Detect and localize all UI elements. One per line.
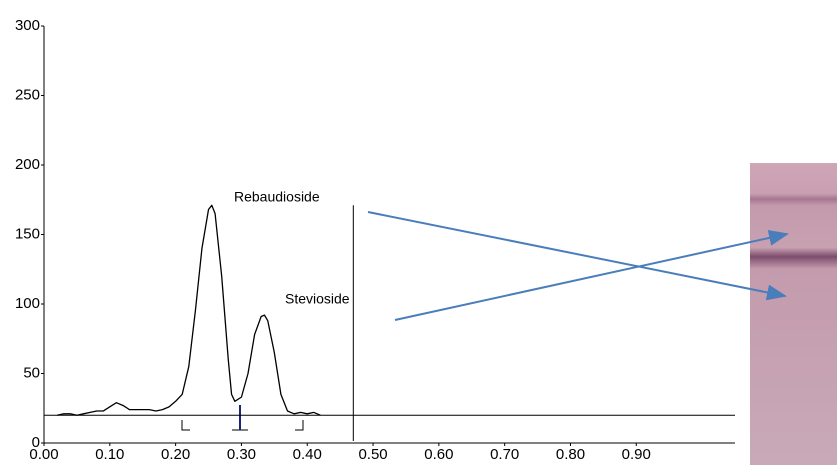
y-tick-label: 150 <box>15 225 40 242</box>
tlc-plate <box>750 163 837 465</box>
x-tick-label: 0.10 <box>95 446 124 463</box>
y-tick-label: 200 <box>15 156 40 173</box>
arrow <box>394 230 789 321</box>
y-tick-label: 0 <box>32 434 40 451</box>
y-tick-label: 50 <box>23 364 40 381</box>
integration-marks <box>181 405 304 431</box>
annotation: Stevioside <box>285 291 350 307</box>
x-tick-label: 0.40 <box>293 446 322 463</box>
y-tick-label: 250 <box>15 86 40 103</box>
y-tick-label: 100 <box>15 295 40 312</box>
x-tick-label: 0.00 <box>29 446 58 463</box>
x-tick-label: 0.70 <box>490 446 519 463</box>
x-tick-label: 0.30 <box>227 446 256 463</box>
x-tick-label: 0.20 <box>161 446 190 463</box>
arrow <box>367 211 787 301</box>
y-tick-label: 300 <box>15 17 40 34</box>
x-tick-label: 0.60 <box>424 446 453 463</box>
annotation: Rebaudioside <box>234 189 320 205</box>
x-tick-label: 0.80 <box>556 446 585 463</box>
x-tick-label: 0.90 <box>622 446 651 463</box>
trace <box>57 204 321 416</box>
x-tick-label: 0.50 <box>358 446 387 463</box>
